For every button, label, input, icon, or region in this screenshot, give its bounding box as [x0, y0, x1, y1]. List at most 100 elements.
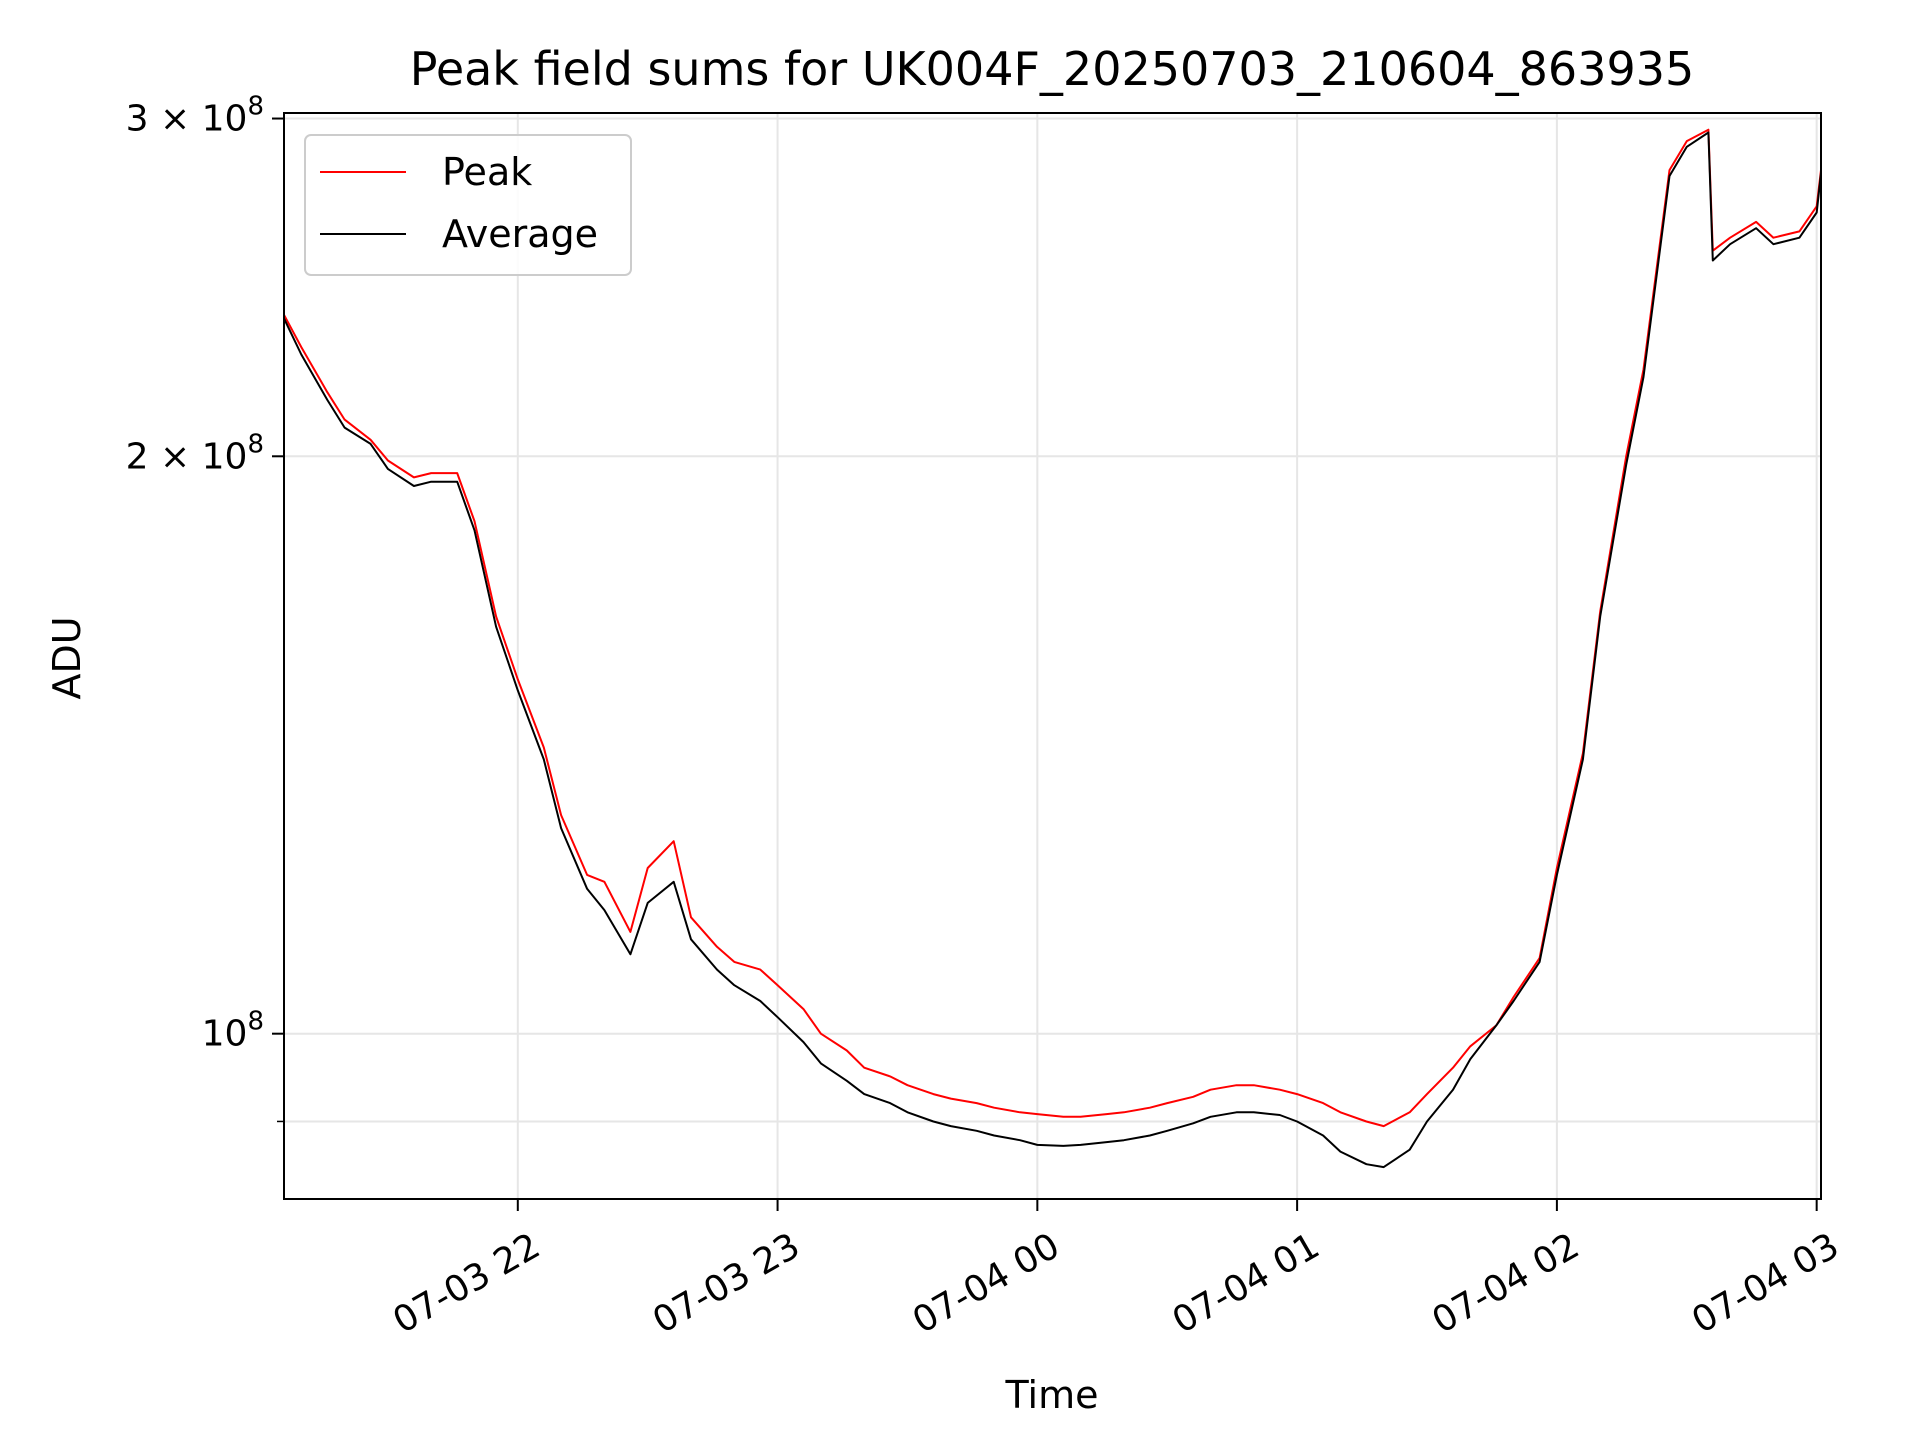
data-point-peak — [932, 1093, 934, 1095]
data-point-average — [413, 485, 415, 487]
data-point-average — [1495, 1024, 1497, 1026]
data-point-peak — [517, 678, 519, 680]
data-point-peak — [1469, 1045, 1471, 1047]
data-point-average — [517, 689, 519, 691]
data-point-peak — [1339, 1111, 1341, 1113]
data-point-average — [1772, 243, 1774, 245]
data-point-average — [1426, 1120, 1428, 1122]
data-point-peak — [586, 874, 588, 876]
series-line-average — [284, 131, 1821, 1169]
data-point-peak — [603, 881, 605, 883]
data-point-peak — [413, 476, 415, 478]
data-point-peak — [1707, 129, 1709, 131]
data-point-average — [1019, 1139, 1021, 1141]
data-point-average — [1452, 1089, 1454, 1091]
data-point-average — [456, 481, 458, 483]
data-point-peak — [1556, 867, 1558, 869]
y-tick-mantissa: 3 — [126, 99, 160, 140]
data-point-peak — [1296, 1093, 1298, 1095]
data-point-average — [1210, 1116, 1212, 1118]
data-point-average — [1539, 961, 1541, 963]
y-tick-mantissa: 2 — [126, 436, 160, 477]
data-point-peak — [1166, 1102, 1168, 1104]
data-point-average — [603, 909, 605, 911]
data-point-average — [1707, 132, 1709, 134]
y-tick-base: 10 — [202, 1014, 248, 1055]
data-point-peak — [1080, 1116, 1082, 1118]
data-point-average — [474, 529, 476, 531]
data-point-peak — [846, 1050, 848, 1052]
data-point-peak — [1062, 1116, 1064, 1118]
plot-frame — [283, 112, 1822, 1200]
data-point-peak — [1192, 1096, 1194, 1098]
data-point-peak — [1772, 237, 1774, 239]
data-point-average — [889, 1102, 891, 1104]
data-point-peak — [906, 1084, 908, 1086]
data-point-average — [976, 1130, 978, 1132]
data-point-average — [932, 1120, 934, 1122]
data-point-average — [1192, 1122, 1194, 1124]
data-point-average — [629, 953, 631, 955]
data-point-peak — [673, 840, 675, 842]
data-point-peak — [1019, 1111, 1021, 1113]
data-point-average — [1236, 1111, 1238, 1113]
y-tick-times: × — [160, 99, 202, 140]
data-point-average — [1106, 1141, 1108, 1143]
data-point-peak — [1513, 996, 1515, 998]
data-point-average — [1729, 243, 1731, 245]
data-point-peak — [456, 472, 458, 474]
data-point-average — [1149, 1134, 1151, 1136]
data-point-average — [1625, 464, 1627, 466]
data-point-peak — [1383, 1125, 1385, 1127]
data-point-average — [387, 468, 389, 470]
data-point-average — [647, 902, 649, 904]
data-point-average — [1556, 874, 1558, 876]
y-tick-times: × — [160, 436, 202, 477]
data-point-average — [777, 1016, 779, 1018]
data-point-average — [690, 938, 692, 940]
data-point-peak — [543, 746, 545, 748]
y-tick-label: 3 × 108 — [126, 92, 264, 140]
data-point-peak — [820, 1033, 822, 1035]
data-point-average — [733, 984, 735, 986]
data-point-average — [993, 1134, 995, 1136]
data-point-peak — [1123, 1111, 1125, 1113]
series-layer — [284, 128, 1821, 1169]
data-point-average — [1166, 1130, 1168, 1132]
data-point-peak — [759, 969, 761, 971]
data-point-average — [906, 1111, 908, 1113]
data-point-peak — [344, 419, 346, 421]
data-point-average — [820, 1062, 822, 1064]
data-point-peak — [1365, 1120, 1367, 1122]
data-point-peak — [690, 916, 692, 918]
y-tick-base: 10 — [202, 436, 248, 477]
data-point-average — [344, 427, 346, 429]
data-point-peak — [647, 867, 649, 869]
data-point-average — [1599, 616, 1601, 618]
legend-label-peak: Peak — [442, 150, 532, 194]
data-point-average — [1339, 1151, 1341, 1153]
data-point-peak — [803, 1008, 805, 1010]
data-point-peak — [993, 1107, 995, 1109]
data-point-average — [803, 1041, 805, 1043]
data-point-average — [759, 1000, 761, 1002]
data-point-average — [300, 353, 302, 355]
data-point-peak — [1409, 1111, 1411, 1113]
data-point-peak — [1036, 1113, 1038, 1115]
data-point-peak — [560, 814, 562, 816]
data-point-average — [1513, 1000, 1515, 1002]
data-point-average — [1322, 1134, 1324, 1136]
data-point-average — [1816, 211, 1818, 213]
y-tick-base: 10 — [202, 99, 248, 140]
data-point-average — [1712, 259, 1714, 261]
x-axis-label: Time — [1005, 1373, 1099, 1417]
data-point-peak — [716, 946, 718, 948]
y-tick-label: 2 × 108 — [126, 429, 264, 477]
data-point-peak — [1253, 1084, 1255, 1086]
grid-lines — [284, 113, 1821, 1199]
data-point-peak — [326, 391, 328, 393]
data-point-peak — [387, 459, 389, 461]
data-point-peak — [370, 439, 372, 441]
data-point-average — [430, 481, 432, 483]
